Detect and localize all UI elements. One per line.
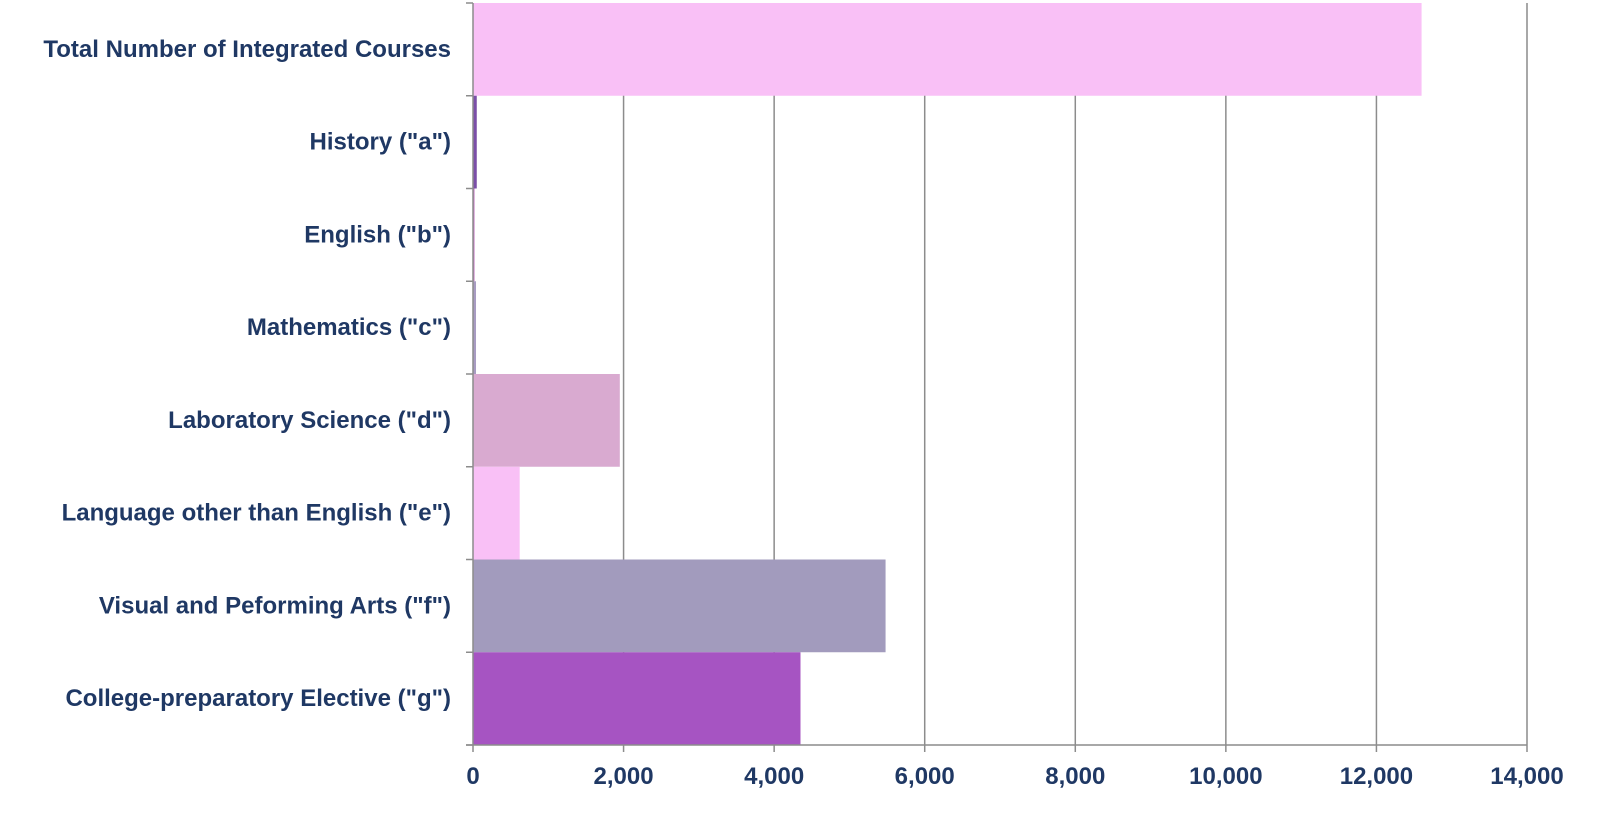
x-tick-label: 10,000 xyxy=(1189,763,1262,790)
category-label: English ("b") xyxy=(304,221,451,248)
category-label: Laboratory Science ("d") xyxy=(168,407,451,434)
bar xyxy=(473,3,1422,96)
x-tick-label: 12,000 xyxy=(1340,763,1413,790)
x-tick-labels: 0 2,000 4,000 6,000 8,000 10,000 12,000 14,000 xyxy=(466,763,1563,790)
x-tick-label: 2,000 xyxy=(594,763,654,790)
x-tick-label: 6,000 xyxy=(895,763,955,790)
category-label: Total Number of Integrated Courses xyxy=(43,36,451,63)
category-label: College-preparatory Elective ("g") xyxy=(65,685,451,712)
x-tick-label: 0 xyxy=(466,763,479,790)
x-tick-label: 4,000 xyxy=(744,763,804,790)
x-tick-label: 14,000 xyxy=(1490,763,1563,790)
bars xyxy=(473,3,1422,745)
category-label: Mathematics ("c") xyxy=(247,314,451,341)
x-tick-label: 8,000 xyxy=(1045,763,1105,790)
category-label: Visual and Peforming Arts ("f") xyxy=(99,592,451,619)
bar xyxy=(473,652,801,745)
gridlines xyxy=(622,3,1528,745)
bar xyxy=(473,559,886,653)
bar xyxy=(473,281,477,374)
bar xyxy=(473,374,620,467)
bar xyxy=(473,466,520,560)
bar xyxy=(473,188,475,282)
axes xyxy=(466,2,1528,752)
category-label: History ("a") xyxy=(310,129,451,156)
bar xyxy=(473,95,477,189)
category-labels: Total Number of Integrated Courses Histor… xyxy=(43,36,451,712)
category-label: Language other than English ("e") xyxy=(62,500,451,527)
